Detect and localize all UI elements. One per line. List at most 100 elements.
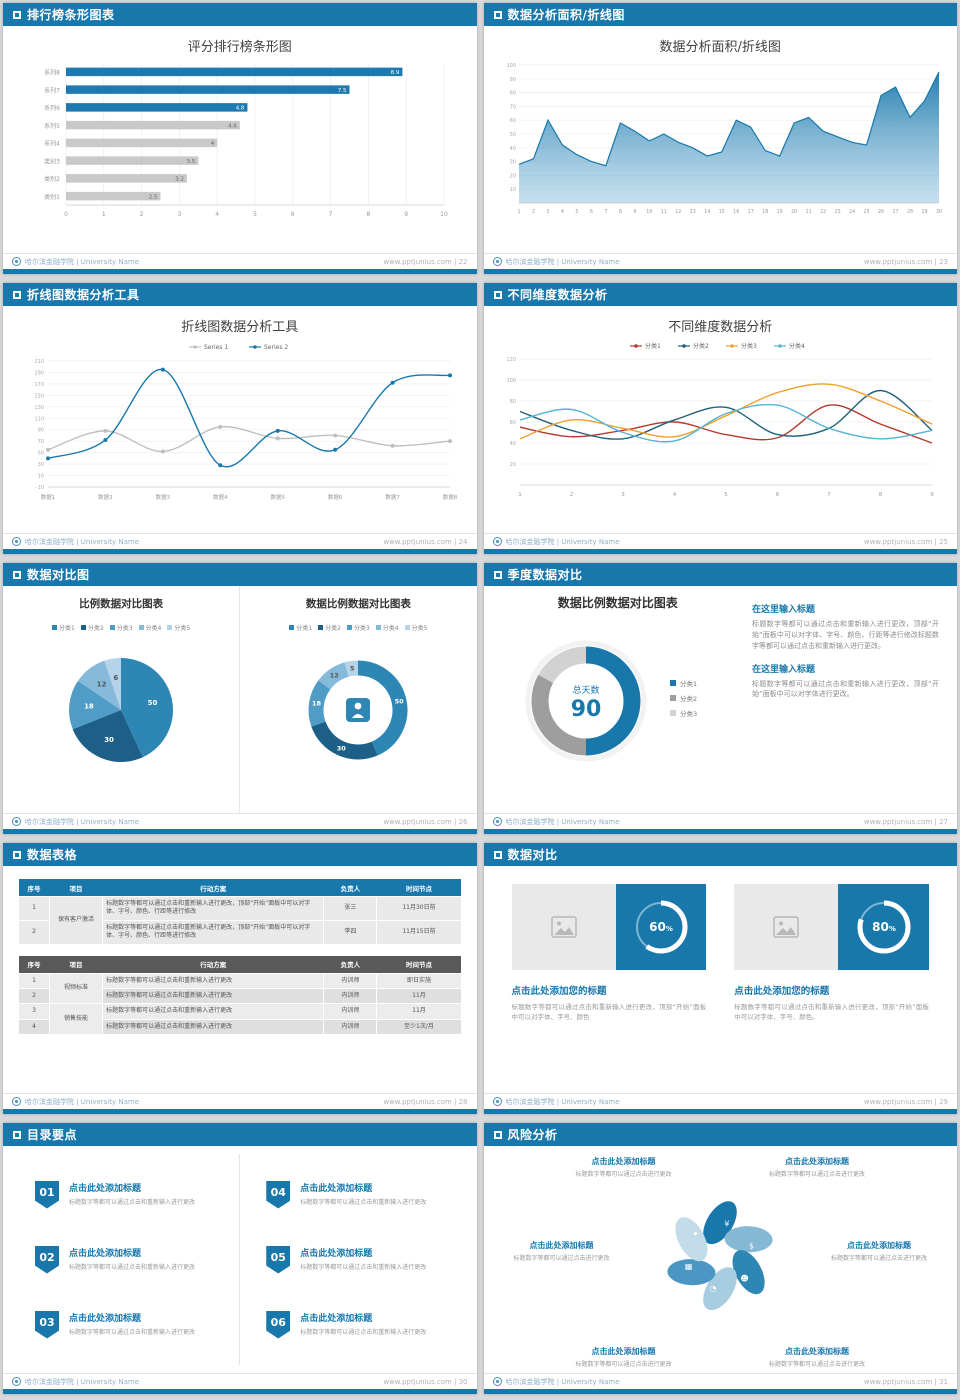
slide-footer: 哈尔滨金融学院 | University Name www.pptjunius.… (3, 253, 477, 269)
slide-bottom-bar (3, 1389, 477, 1394)
table-cell: 标题数字等都可以通过点击和重新输入进行更改 (102, 987, 325, 1005)
school-logo-icon (492, 1097, 502, 1106)
slide-progress-comparison[interactable]: 数据对比 60% 点击此处添加您的标题 标题 (483, 843, 957, 1114)
svg-text:30: 30 (104, 736, 114, 744)
svg-text:5: 5 (575, 209, 578, 215)
svg-text:4.6: 4.6 (228, 123, 237, 129)
svg-text:2.5: 2.5 (149, 194, 158, 200)
slide-catalog-points[interactable]: 目录要点 01 点击此处添加标题 标题数字等都可以通过点击和重新输入进行更改 02 点击… (3, 1123, 477, 1394)
svg-text:3: 3 (622, 492, 626, 498)
school-name: 哈尔滨金融学院 | University Name (25, 537, 139, 546)
risk-label: 点击此处添加标题 标题数字等都可以通过点击进行更改 (732, 1156, 902, 1178)
svg-text:2: 2 (570, 492, 574, 498)
slide-header-title: 季度数据对比 (507, 568, 583, 582)
svg-text:分类2: 分类2 (680, 694, 697, 703)
slide-header-title: 目录要点 (27, 1128, 78, 1142)
svg-text:170: 170 (34, 382, 44, 388)
svg-text:3: 3 (177, 211, 181, 218)
slide-footer: 哈尔滨金融学院 | University Name www.pptjunius.… (483, 253, 957, 269)
table-cell: 张三 (323, 896, 378, 921)
slide-dimension-analysis[interactable]: 不同维度数据分析 不同维度数据分析 20 40 60 80 100 120 1 2 3 4 5 6 7 8… (483, 283, 957, 554)
svg-text:50: 50 (37, 451, 43, 457)
card-body: 标题数字等都可以通过点击和重新输入进行更改，顶部“开始”面板中可以对字体、字号、… (511, 1003, 707, 1022)
svg-text:120: 120 (507, 357, 517, 363)
svg-text:19: 19 (776, 209, 782, 215)
slide-footer: 哈尔滨金融学院 | University Name www.pptjunius.… (483, 1373, 957, 1389)
svg-text:20: 20 (791, 209, 797, 215)
svg-text:15: 15 (718, 209, 724, 215)
slide-pie-comparison[interactable]: 数据对比图 比例数据对比图表 分类1 分类2 分类3 分类4 分类5 50 30 18 12 6… (3, 563, 477, 834)
square-bullet-icon (13, 290, 21, 299)
slide-header: 数据对比图 (3, 563, 477, 586)
svg-text:4: 4 (215, 211, 219, 218)
school-name: 哈尔滨金融学院 | University Name (25, 1377, 139, 1386)
slide-header-title: 数据表格 (27, 848, 78, 862)
slide-header-title: 折线图数据分析工具 (27, 288, 140, 302)
svg-text:4: 4 (561, 209, 564, 215)
svg-text:6: 6 (590, 209, 593, 215)
table-cell: 销售技能 (48, 1003, 104, 1036)
slide-quarterly-comparison[interactable]: 季度数据对比 数据比例数据对比图表 总天数 90 分类1 分类2 分类3 在这里输入标题… (483, 563, 957, 834)
table-header-cell: 序号 (18, 879, 50, 897)
table-row: 1 保有客户激活 标题数字等都可以通过点击和重新输入进行更改，顶部“开始”面板中可以… (18, 896, 462, 945)
svg-text:8: 8 (366, 211, 370, 218)
svg-text:26: 26 (878, 209, 884, 215)
table-cell: 标题数字等都可以通过点击和重新输入进行更改 (102, 1003, 325, 1020)
slide-header-title: 数据对比 (507, 848, 558, 862)
table-cell: 标题数字等都可以通过点击和重新输入进行更改 (102, 972, 325, 989)
slide-data-tables[interactable]: 数据表格 序号 项目 行动方案 负责人 时间节点 1 保有客户激活 标题数字等都可以通过点击和… (3, 843, 477, 1114)
label-title: 点击此处添加标题 (847, 1241, 911, 1250)
slide-header: 不同维度数据分析 (483, 283, 957, 306)
catalog-item: 06 点击此处添加标题 标题数字等都可以通过点击和重新输入进行更改 (266, 1310, 444, 1339)
school-name: 哈尔滨金融学院 | University Name (505, 537, 620, 546)
svg-text:13: 13 (689, 209, 695, 215)
ranking-bar-chart: 0 1 2 3 4 5 6 7 8 9 10 系列8 8.9 系列7 7.5 系列6 4.8 系列5 4.6 系列4 4… (44, 63, 448, 218)
slide-ranking-bar-chart[interactable]: 排行榜条形图表 评分排行榜条形图 0 1 2 3 4 5 6 7 8 9 10 系列8 8.9 系列7 7.… (3, 3, 477, 274)
school-name: 哈尔滨金融学院 | University Name (505, 257, 620, 266)
text-block: 在这里输入标题 标题数字等都可以通过点击和重新输入进行更改，顶部“开始”面板中可… (752, 602, 939, 652)
svg-text:数据6: 数据6 (328, 493, 343, 501)
chart-title: 比例数据对比图表 (79, 598, 164, 610)
table-row: 4 标题数字等都可以通过点击和重新输入进行更改 内训师 至少1次/月 (18, 1018, 462, 1036)
svg-text:10: 10 (440, 211, 448, 218)
slide-bottom-bar (483, 269, 957, 274)
table-cell: 内训师 (323, 972, 378, 989)
svg-text:11: 11 (661, 209, 667, 215)
number-badge: 03 (35, 1310, 59, 1339)
slide-header-title: 不同维度数据分析 (507, 288, 608, 302)
slide-risk-analysis[interactable]: 风险分析 ¥ $ ☻ ◔ ▦ ✦ 点击此处添加标题 标题数字等都可以通过点击进行更改 点击… (483, 1123, 957, 1394)
risk-label: 点击此处添加标题 标题数字等都可以通过点击进行更改 (732, 1346, 902, 1368)
slide-line-chart-tool[interactable]: 折线图数据分析工具 折线图数据分析工具 -10 10 30 50 70 90 110 130 1… (3, 283, 477, 554)
label-title: 点击此处添加标题 (591, 1157, 656, 1166)
svg-text:Series 2: Series 2 (264, 344, 288, 351)
risk-label: 点击此处添加标题 标题数字等都可以通过点击进行更改 (492, 1240, 632, 1262)
svg-text:7.5: 7.5 (338, 88, 347, 94)
svg-text:30: 30 (936, 209, 942, 215)
label-title: 点击此处添加标题 (785, 1347, 849, 1356)
number-badge: 06 (266, 1310, 291, 1339)
svg-text:10: 10 (37, 474, 43, 480)
number-badge: 01 (35, 1180, 59, 1209)
site-page-number: www.pptjunius.com | 27 (863, 817, 948, 826)
svg-text:▦: ▦ (685, 1261, 693, 1270)
table-cell: 标题数字等都可以通过点击和重新输入进行更改 (102, 1018, 325, 1036)
square-bullet-icon (493, 850, 502, 859)
svg-text:23: 23 (834, 209, 840, 215)
slide-header: 排行榜条形图表 (3, 3, 477, 26)
svg-text:30: 30 (37, 462, 43, 468)
svg-text:7: 7 (828, 492, 832, 498)
table-cell: 内训师 (323, 1003, 378, 1020)
slide-header: 风险分析 (483, 1123, 957, 1146)
label-subtitle: 标题数字等都可以通过点击进行更改 (768, 1171, 865, 1178)
svg-text:系列4: 系列4 (44, 140, 60, 148)
slide-area-chart[interactable]: 数据分析面积/折线图 数据分析面积/折线图 10 20 30 40 50 60 70 80 90… (483, 3, 957, 274)
school-logo-icon (492, 537, 502, 546)
svg-text:10: 10 (509, 187, 515, 193)
table-row: 2 标题数字等都可以通过点击和重新输入进行更改，顶部“开始”面板中可以对字体、字号… (18, 919, 462, 945)
svg-text:21: 21 (805, 209, 811, 215)
svg-text:数据3: 数据3 (155, 493, 170, 501)
svg-text:29: 29 (921, 209, 927, 215)
catalog-item: 02 点击此处添加标题 标题数字等都可以通过点击和重新输入进行更改 (35, 1245, 213, 1274)
progress-panel: 80% (838, 884, 929, 970)
school-logo-icon (492, 257, 502, 266)
